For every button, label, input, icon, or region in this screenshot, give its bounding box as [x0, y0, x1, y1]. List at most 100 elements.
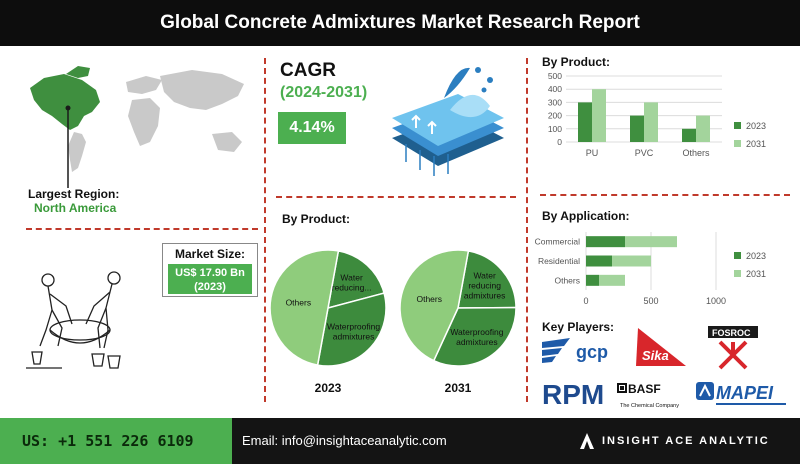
africa-shape: [128, 98, 160, 146]
largest-region-value: North America: [34, 201, 117, 215]
pie-slice-label: Water: [473, 271, 496, 281]
legend-swatch: [734, 122, 741, 129]
pie-slice-3: [269, 249, 340, 366]
market-size-label: Market Size:: [174, 247, 246, 261]
bar-Residential-2031: [612, 255, 651, 267]
legend-label: 2031: [746, 139, 766, 149]
pie-caption: 2031: [445, 381, 472, 395]
fosroc-logo-text: FOSROC: [712, 328, 751, 338]
footer-email[interactable]: Email: info@insightaceanalytic.com: [242, 433, 447, 448]
basf-logo-tagline: The Chemical Company: [620, 403, 679, 409]
bar-PVC-2023: [630, 115, 644, 142]
bar-product-title: By Product:: [542, 55, 611, 69]
mapei-logo: MAPEI: [696, 382, 786, 405]
legend-label: 2023: [746, 121, 766, 131]
y-tick-label: 400: [548, 84, 562, 94]
market-size-year: (2023): [194, 281, 226, 293]
north-america-shape: [30, 74, 100, 130]
divider-right-top: [540, 194, 790, 196]
x-tick-label: 1000: [706, 296, 726, 306]
basf-logo: BASF The Chemical Company: [617, 382, 679, 409]
pie-slice-label: reducing: [468, 281, 501, 291]
workers-illustration: [26, 271, 121, 369]
pie-slice-label: Others: [416, 294, 442, 304]
sika-logo: Sika: [636, 328, 686, 366]
market-size-card: Market Size: US$ 17.90 Bn (2023): [162, 243, 258, 297]
pie-slice-label: Water: [340, 272, 363, 282]
fosroc-logo: FOSROC: [708, 326, 758, 370]
sika-logo-text: Sika: [642, 348, 669, 363]
bar-PU-2031: [592, 89, 606, 142]
cagr-years: (2024-2031): [280, 84, 368, 101]
x-tick-label: PVC: [635, 148, 654, 158]
south-america-shape: [68, 132, 86, 172]
legend-swatch: [734, 252, 741, 259]
rpm-logo: RPM: [542, 379, 604, 410]
footer-phone[interactable]: US: +1 551 226 6109: [0, 418, 232, 464]
australia-shape: [212, 132, 242, 152]
waterproof-layers-illustration: [392, 67, 504, 176]
y-tick-label: 500: [548, 71, 562, 81]
pie-slice-label: admixtures: [464, 291, 506, 301]
pie-slice-1: [457, 250, 517, 309]
europe-shape: [126, 76, 162, 94]
y-tick-label: Others: [554, 275, 580, 285]
footer-bar: Email: info@insightaceanalytic.com INSIG…: [232, 418, 800, 464]
footer-brand: INSIGHT ACE ANALYTIC: [602, 435, 770, 447]
cagr-value: 4.14%: [278, 112, 346, 144]
pie-slice-label: admixtures: [333, 332, 375, 342]
divider-right-vertical: [526, 58, 528, 402]
bar-PU-2023: [578, 102, 592, 142]
greenland-shape: [66, 66, 90, 78]
pie-slice-label: Waterproofing: [327, 322, 380, 332]
key-players-title: Key Players:: [542, 320, 615, 334]
page-title: Global Concrete Admixtures Market Resear…: [0, 0, 800, 46]
largest-region-label: Largest Region:: [28, 187, 120, 201]
bar-chart-product: 0 100 200 300 400 500 PU PVC Others 2023 2031: [548, 71, 766, 158]
mapei-logo-text: MAPEI: [716, 383, 774, 403]
divider-left-vertical: [264, 58, 266, 402]
gcp-logo-text: gcp: [576, 342, 608, 362]
bar-Residential-2023: [586, 255, 612, 267]
pie-caption: 2023: [315, 381, 342, 395]
divider-left: [26, 228, 258, 230]
bar-Others-2031: [599, 274, 625, 286]
bar-PVC-2031: [644, 102, 658, 142]
pie-slice-label: reducing...: [332, 282, 372, 292]
x-tick-label: PU: [586, 148, 599, 158]
pie-slice-label: Others: [286, 298, 312, 308]
pie-charts: Waterreducing...WaterproofingadmixturesO…: [269, 249, 517, 395]
legend-label: 2023: [746, 251, 766, 261]
rpm-logo-text: RPM: [542, 379, 604, 410]
gcp-logo: gcp: [542, 338, 608, 363]
bar-Commercial-2023: [586, 236, 625, 248]
y-tick-label: 300: [548, 97, 562, 107]
asia-shape: [160, 70, 244, 110]
pie-slice-label: Waterproofing: [450, 327, 503, 337]
brand-logo-icon: [580, 433, 594, 449]
y-tick-label: 0: [557, 137, 562, 147]
x-tick-label: Others: [682, 148, 710, 158]
bar-application-title: By Application:: [542, 209, 630, 223]
y-tick-label: 200: [548, 111, 562, 121]
pie-slice-1: [327, 250, 385, 310]
legend-swatch: [734, 270, 741, 277]
bar-Others-2031: [696, 115, 710, 142]
y-tick-label: Commercial: [535, 237, 580, 247]
legend-label: 2031: [746, 269, 766, 279]
pie-slice-label: admixtures: [456, 337, 498, 347]
pie-slice-2: [432, 306, 517, 367]
y-tick-label: Residential: [538, 256, 580, 266]
pie-section-title: By Product:: [282, 212, 351, 226]
basf-logo-text: BASF: [628, 382, 661, 396]
bar-chart-application: 0 500 1000 Commercial Residential Others 2023 2…: [535, 232, 766, 306]
y-tick-label: 100: [548, 124, 562, 134]
legend-swatch: [734, 140, 741, 147]
divider-middle: [276, 196, 516, 198]
market-size-value: US$ 17.90 Bn: [175, 267, 245, 279]
cagr-title: CAGR: [280, 60, 336, 81]
pie-slice-3: [399, 249, 470, 362]
bar-Commercial-2031: [625, 236, 677, 248]
x-tick-label: 0: [583, 296, 588, 306]
bar-Others-2023: [586, 274, 599, 286]
